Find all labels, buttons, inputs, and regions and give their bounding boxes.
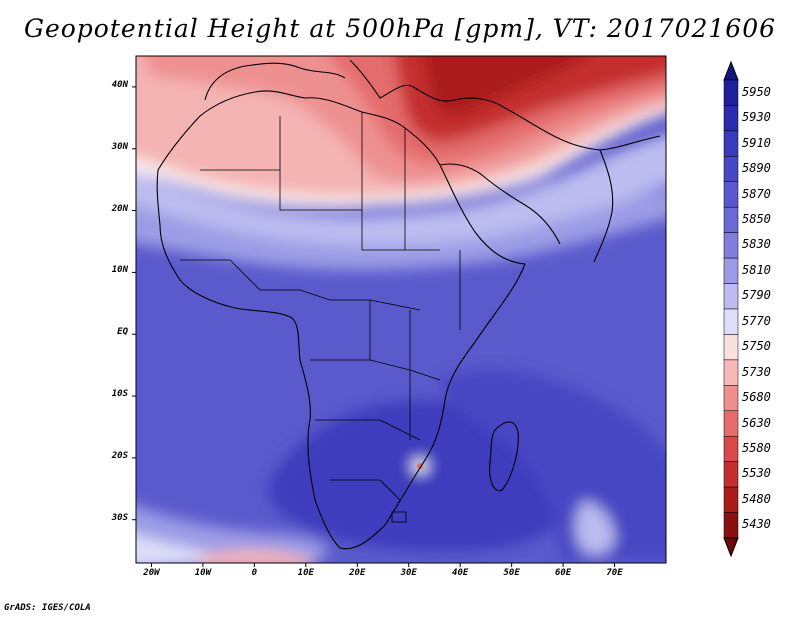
colorbar-segment [723, 512, 739, 539]
lat-label: 20S [111, 450, 128, 461]
lat-label: EQ [117, 327, 128, 338]
colorbar-label: 5850 [742, 211, 771, 226]
india-coast [593, 149, 614, 263]
colorbar-label: 5680 [742, 390, 771, 405]
lon-label: 0 [251, 568, 258, 578]
field-band-south-red [200, 550, 314, 563]
colorbar-segment [723, 232, 739, 259]
field-band-blue-east [440, 369, 666, 560]
coastlines [156, 59, 661, 550]
colorbar-segment [723, 359, 739, 386]
borders [180, 112, 461, 501]
colorbar-segment [723, 206, 739, 233]
border-south [310, 359, 441, 501]
colorbar-label: 5830 [742, 237, 771, 252]
lesotho-border [391, 511, 407, 523]
plot-frame [135, 55, 667, 564]
colorbar-segment [723, 461, 739, 488]
lat-label: 30S [111, 512, 128, 523]
colorbar-segment [723, 181, 739, 208]
colorbar-label: 5770 [742, 313, 771, 328]
lat-label: 10S [111, 389, 128, 400]
field-band-pale-blue [136, 134, 666, 249]
colorbar-label: 5910 [742, 135, 771, 150]
grads-credit: GrADS: IGES/COLA [4, 603, 91, 613]
colorbar-label: 5870 [742, 186, 771, 201]
lon-label: 70E [606, 568, 623, 578]
map-title: Geopotential Height at 500hPa [gpm], VT:… [23, 14, 777, 43]
lat-label: 30N [111, 141, 128, 152]
lat-label: 10N [111, 265, 128, 276]
lon-label: 30E [400, 568, 417, 578]
lon-label: 60E [554, 568, 572, 578]
colorbar-label: 5750 [742, 339, 771, 354]
colorbar-segment [723, 410, 739, 437]
lon-ticks [150, 563, 616, 567]
colorbar-segment [723, 156, 739, 183]
madagascar-coast [489, 421, 519, 492]
colorbar-label: 5480 [742, 491, 771, 506]
colorbar-label: 5790 [742, 288, 771, 303]
colorbar-bottom-arrow [723, 537, 739, 558]
colorbar-label: 5430 [742, 517, 771, 532]
colorbar-label: 5810 [742, 262, 771, 277]
height-field [136, 56, 666, 563]
colorbar-segment [723, 308, 739, 335]
lon-label: 20W [143, 568, 160, 578]
colorbar-segment [723, 283, 739, 310]
colorbar-label: 5950 [742, 84, 771, 99]
field-band-deep-blue [268, 400, 572, 552]
lon-label: 10W [194, 568, 212, 578]
colorbar-segment [723, 385, 739, 412]
lon-label: 40E [452, 568, 469, 578]
colorbar-segment [723, 130, 739, 157]
colorbar-label: 5890 [742, 161, 771, 176]
africa-coast [156, 90, 526, 550]
lat-ticks [132, 86, 136, 521]
colorbar-label: 5580 [742, 440, 771, 455]
iberia-coast [204, 62, 346, 101]
colorbar-segment [723, 79, 739, 106]
colorbar-label: 5930 [742, 110, 771, 125]
colorbar-label: 5730 [742, 364, 771, 379]
field-band-darkest-red [423, 56, 587, 116]
arabia-coast [439, 163, 561, 245]
colorbar [723, 60, 739, 558]
lon-label: 10E [297, 568, 314, 578]
colorbar-segment [723, 257, 739, 284]
field-band-light-blue [136, 190, 666, 270]
lat-label: 20N [111, 203, 128, 214]
colorbar-label: 5530 [742, 466, 771, 481]
colorbar-segment [723, 486, 739, 513]
colorbar-segment [723, 105, 739, 132]
lat-label: 40N [111, 79, 128, 90]
colorbar-segment [723, 334, 739, 361]
field-band-south-pale [136, 534, 270, 563]
border-north [279, 112, 406, 250]
lon-label: 20E [349, 568, 366, 578]
border-sahel [200, 169, 440, 251]
colorbar-top-arrow [723, 60, 739, 81]
lon-label: 50E [503, 568, 520, 578]
field-band-southeast-light [575, 500, 615, 555]
mideast-coast [349, 59, 661, 151]
border-central [369, 250, 461, 440]
colorbar-segment [723, 435, 739, 462]
colorbar-label: 5630 [742, 415, 771, 430]
